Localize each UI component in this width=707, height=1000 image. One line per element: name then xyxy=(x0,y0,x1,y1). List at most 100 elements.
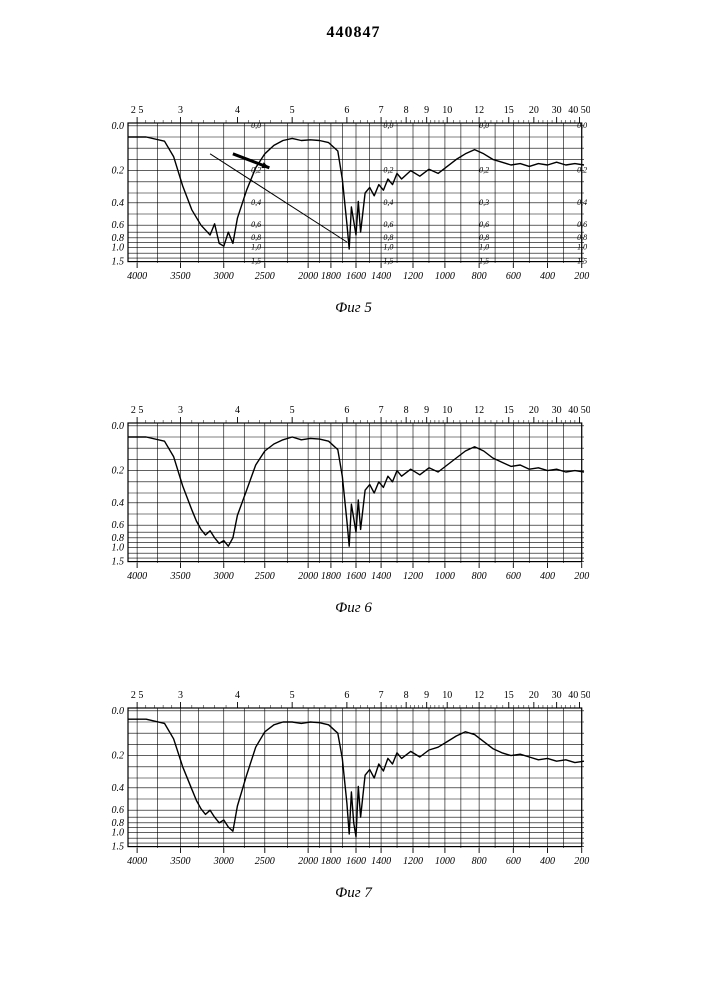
svg-text:2 5: 2 5 xyxy=(131,690,144,701)
svg-text:1,5: 1,5 xyxy=(577,257,587,266)
svg-text:1600: 1600 xyxy=(346,571,366,582)
svg-text:12: 12 xyxy=(474,405,484,416)
svg-text:30: 30 xyxy=(552,690,562,701)
svg-text:7: 7 xyxy=(379,690,384,701)
svg-text:800: 800 xyxy=(472,571,487,582)
svg-text:20: 20 xyxy=(529,105,539,116)
svg-text:30: 30 xyxy=(552,105,562,116)
caption-fig7: Фиг 7 xyxy=(335,885,372,902)
svg-text:4: 4 xyxy=(235,405,240,416)
svg-text:2500: 2500 xyxy=(255,856,275,867)
svg-text:0,6: 0,6 xyxy=(479,220,489,229)
svg-text:0.2: 0.2 xyxy=(112,166,125,177)
svg-text:3: 3 xyxy=(178,690,183,701)
svg-text:1,5: 1,5 xyxy=(479,257,489,266)
svg-text:0,2: 0,2 xyxy=(577,166,587,175)
svg-text:1000: 1000 xyxy=(435,856,455,867)
svg-text:8: 8 xyxy=(404,105,409,116)
svg-text:0,6: 0,6 xyxy=(251,220,261,229)
svg-text:10: 10 xyxy=(442,105,452,116)
svg-text:9: 9 xyxy=(424,405,429,416)
svg-text:3: 3 xyxy=(178,405,183,416)
svg-text:3: 3 xyxy=(178,105,183,116)
svg-text:600: 600 xyxy=(506,856,521,867)
svg-text:4: 4 xyxy=(235,105,240,116)
svg-text:0,0: 0,0 xyxy=(577,121,587,130)
svg-text:1.5: 1.5 xyxy=(112,557,125,568)
svg-text:3500: 3500 xyxy=(169,856,190,867)
svg-text:0,2: 0,2 xyxy=(383,166,393,175)
svg-text:20: 20 xyxy=(529,690,539,701)
svg-text:1800: 1800 xyxy=(321,571,341,582)
svg-text:1800: 1800 xyxy=(321,856,341,867)
svg-text:5: 5 xyxy=(290,105,295,116)
svg-text:0.0: 0.0 xyxy=(112,706,125,717)
svg-text:40 50: 40 50 xyxy=(568,105,590,116)
caption-fig5: Фиг 5 xyxy=(335,300,372,317)
svg-text:0,8: 0,8 xyxy=(577,233,587,242)
svg-text:6: 6 xyxy=(344,105,349,116)
page: 440847 2 5 3 4 5 6 7 8 9 10 12 15 20 30 40 50 4000 3500… xyxy=(0,0,707,1000)
svg-text:0,8: 0,8 xyxy=(251,233,261,242)
svg-text:800: 800 xyxy=(472,271,487,282)
svg-text:3500: 3500 xyxy=(169,271,190,282)
svg-text:15: 15 xyxy=(504,105,514,116)
svg-text:1600: 1600 xyxy=(346,271,366,282)
svg-text:1200: 1200 xyxy=(403,571,423,582)
svg-text:200: 200 xyxy=(574,856,589,867)
svg-text:3000: 3000 xyxy=(213,856,234,867)
svg-text:0,8: 0,8 xyxy=(383,233,393,242)
svg-text:400: 400 xyxy=(540,571,555,582)
svg-text:2500: 2500 xyxy=(255,571,275,582)
svg-text:4000: 4000 xyxy=(127,856,147,867)
svg-text:0.6: 0.6 xyxy=(112,520,125,531)
svg-text:0,4: 0,4 xyxy=(383,198,393,207)
svg-text:1,5: 1,5 xyxy=(251,257,261,266)
svg-text:10: 10 xyxy=(442,405,452,416)
svg-text:600: 600 xyxy=(506,571,521,582)
svg-text:4: 4 xyxy=(235,690,240,701)
svg-text:1200: 1200 xyxy=(403,856,423,867)
svg-text:15: 15 xyxy=(504,690,514,701)
svg-text:0,0: 0,0 xyxy=(383,121,393,130)
svg-text:8: 8 xyxy=(404,690,409,701)
svg-text:400: 400 xyxy=(540,271,555,282)
svg-text:800: 800 xyxy=(472,856,487,867)
caption-fig6: Фиг 6 xyxy=(335,600,372,617)
svg-text:40 50: 40 50 xyxy=(568,690,590,701)
svg-text:0.2: 0.2 xyxy=(112,466,125,477)
svg-text:200: 200 xyxy=(574,571,589,582)
svg-text:1000: 1000 xyxy=(435,271,455,282)
svg-text:1000: 1000 xyxy=(435,571,455,582)
svg-text:400: 400 xyxy=(540,856,555,867)
svg-text:1200: 1200 xyxy=(403,271,423,282)
svg-text:1.5: 1.5 xyxy=(112,842,125,853)
svg-text:30: 30 xyxy=(552,405,562,416)
svg-text:1.5: 1.5 xyxy=(112,257,125,268)
svg-text:3500: 3500 xyxy=(169,571,190,582)
svg-text:0.4: 0.4 xyxy=(112,783,125,794)
document-number: 440847 xyxy=(327,24,381,42)
svg-text:0.0: 0.0 xyxy=(112,421,125,432)
svg-text:0.0: 0.0 xyxy=(112,121,125,132)
spectrum-panel-fig6: 2 53456789101215203040 50400035003000250… xyxy=(100,395,590,595)
spectrum-panel-fig5: 2 53456789101215203040 50400035003000250… xyxy=(100,95,590,295)
spectrum-panel-fig7: 2 53456789101215203040 50400035003000250… xyxy=(100,680,590,880)
svg-text:0,8: 0,8 xyxy=(479,233,489,242)
svg-text:1800: 1800 xyxy=(321,271,341,282)
svg-text:1400: 1400 xyxy=(371,571,391,582)
svg-text:0,6: 0,6 xyxy=(577,220,587,229)
svg-text:4000: 4000 xyxy=(127,571,147,582)
svg-text:20: 20 xyxy=(529,405,539,416)
svg-text:2000: 2000 xyxy=(298,271,318,282)
svg-text:1.0: 1.0 xyxy=(112,243,125,254)
svg-text:1,0: 1,0 xyxy=(479,243,489,252)
svg-text:0.2: 0.2 xyxy=(112,751,125,762)
svg-text:1.0: 1.0 xyxy=(112,828,125,839)
svg-text:40 50: 40 50 xyxy=(568,405,590,416)
svg-text:7: 7 xyxy=(379,105,384,116)
svg-text:2000: 2000 xyxy=(298,856,318,867)
svg-text:1400: 1400 xyxy=(371,271,391,282)
svg-text:0,4: 0,4 xyxy=(251,198,261,207)
svg-text:5: 5 xyxy=(290,690,295,701)
